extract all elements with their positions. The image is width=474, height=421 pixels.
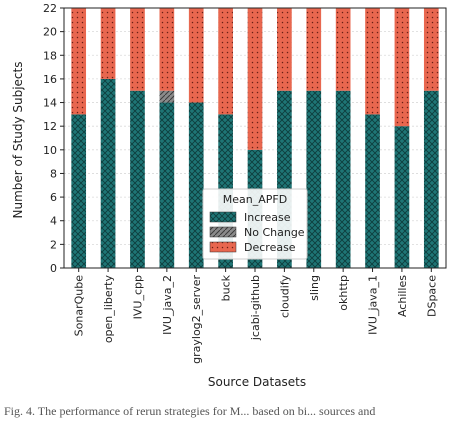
legend-box	[202, 188, 308, 260]
y-tick-label: 0	[50, 262, 57, 275]
bar-decrease-ivu-java-2	[159, 8, 175, 91]
x-tick-label: cloudify	[278, 275, 291, 319]
bar-decrease-ivu-cpp	[130, 8, 145, 91]
x-tick-label: IVU_java_1	[367, 275, 380, 335]
bar-increase-graylog2-server	[188, 102, 204, 268]
bar-increase-ivu-java-1	[365, 114, 380, 268]
legend: Mean_APFD Increase No Change Decrease	[202, 188, 308, 260]
bar-increase-okhttp	[335, 90, 351, 269]
bar-increase-open-liberty	[100, 78, 116, 268]
bar-increase-achilles	[394, 126, 410, 268]
bar-decrease-achilles	[394, 8, 410, 127]
bar-decrease-dspace	[423, 8, 439, 91]
bar-decrease-graylog2-server	[188, 8, 204, 103]
bar-increase-ivu-java-2	[159, 102, 175, 268]
y-tick-label: 16	[43, 73, 57, 86]
y-tick-label: 22	[43, 2, 57, 15]
bar-decrease-open-liberty	[100, 8, 116, 79]
bar-decrease-okhttp	[335, 8, 351, 91]
legend-swatch-increase	[209, 211, 237, 223]
x-tick-label: IVU_cpp	[131, 275, 144, 319]
x-tick-label: DSpace	[425, 275, 438, 317]
legend-title: Mean_APFD	[223, 193, 287, 206]
y-tick-label: 14	[43, 97, 57, 110]
bar-increase-sonarqube	[71, 114, 87, 268]
x-tick-label: IVU_java_2	[161, 275, 174, 335]
y-tick-label: 20	[43, 26, 57, 39]
bar-decrease-sonarqube	[71, 8, 87, 115]
x-tick-label: open_liberty	[102, 275, 115, 344]
bar-decrease-buck	[218, 8, 233, 115]
y-tick-label: 4	[50, 215, 57, 228]
x-tick-label: jcabi-github	[249, 275, 262, 341]
y-axis-label: Number of Study Subjects	[11, 62, 25, 219]
figure-caption: Fig. 4. The performance of rerun strateg…	[4, 404, 376, 418]
bars	[71, 8, 439, 269]
bar-increase-sling	[306, 90, 322, 269]
x-tick-label: sling	[308, 275, 321, 301]
tick-labels: 0 2 4 6 8 10 12 14 16 18 20 22 SonarQube open_liberty…	[43, 2, 438, 364]
bar-increase-ivu-cpp	[130, 90, 145, 269]
y-tick-label: 18	[43, 49, 57, 62]
y-tick-label: 6	[50, 191, 57, 204]
legend-label-no-change: No Change	[244, 226, 305, 239]
bar-decrease-ivu-java-1	[365, 8, 380, 115]
x-tick-label: okhttp	[337, 275, 350, 311]
y-tick-label: 10	[43, 144, 57, 157]
bar-no-change-ivu-java-2	[159, 90, 175, 103]
x-tick-label: graylog2_server	[190, 275, 203, 364]
bar-increase-dspace	[423, 90, 439, 269]
legend-label-decrease: Decrease	[244, 241, 296, 254]
legend-swatch-no-change	[209, 226, 237, 238]
y-tick-label: 2	[50, 238, 57, 251]
bar-decrease-cloudify	[277, 8, 292, 91]
y-tick-label: 8	[50, 167, 57, 180]
x-axis-label: Source Datasets	[208, 375, 306, 389]
x-tick-label: buck	[220, 274, 233, 301]
x-tick-label: Achilles	[396, 275, 409, 317]
x-tick-label: SonarQube	[73, 275, 86, 337]
y-tick-label: 12	[43, 120, 57, 133]
legend-label-increase: Increase	[244, 211, 291, 224]
bar-decrease-jcabi-github	[247, 8, 263, 150]
legend-swatch-decrease	[209, 241, 237, 253]
bar-decrease-sling	[306, 8, 322, 91]
